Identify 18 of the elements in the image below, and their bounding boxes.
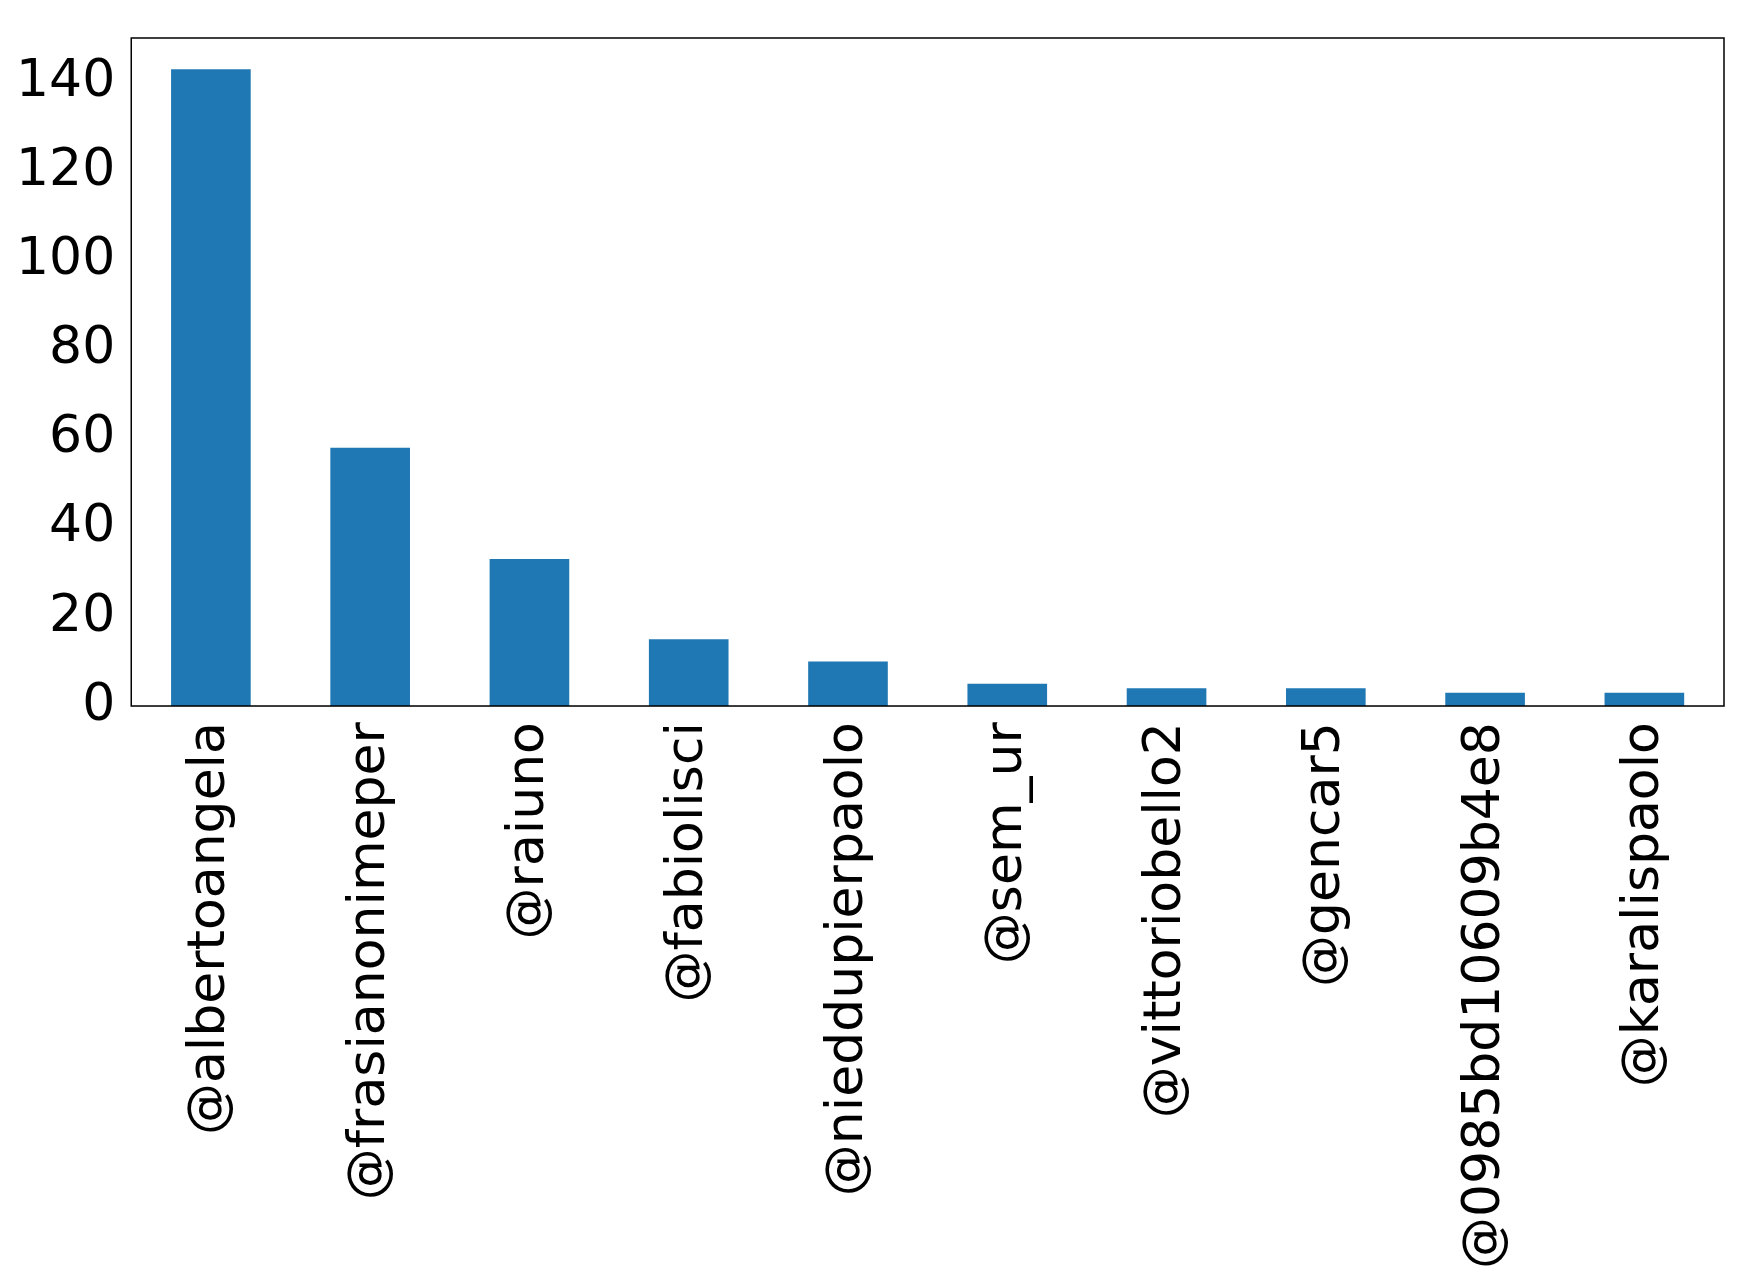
x-tick-label: @fabiolisci	[654, 722, 715, 1003]
x-tick-label: @gencar5	[1291, 722, 1352, 987]
x-tick-label: @0985bd10609b4e8	[1450, 722, 1511, 1270]
x-tick-label: @vittoriobello2	[1132, 722, 1193, 1119]
y-tick-label: 120	[15, 137, 116, 198]
y-tick-label: 60	[49, 404, 116, 465]
x-tick-label: @raiuno	[494, 722, 555, 940]
x-tick-label: @sem_ur	[972, 721, 1033, 965]
y-tick-label: 80	[49, 315, 116, 376]
y-tick-label: 40	[49, 493, 116, 554]
y-tick-label: 0	[82, 671, 116, 732]
y-tick-label: 20	[49, 582, 116, 643]
x-tick-label: @albertoangela	[176, 722, 237, 1136]
y-tick-label: 140	[15, 48, 116, 109]
y-tick-label: 100	[15, 226, 116, 287]
x-tick-label: @frasianonimeper	[335, 721, 396, 1201]
x-tick-label: @nieddupierpaolo	[813, 722, 874, 1197]
x-tick-label: @karalispaolo	[1609, 722, 1670, 1088]
